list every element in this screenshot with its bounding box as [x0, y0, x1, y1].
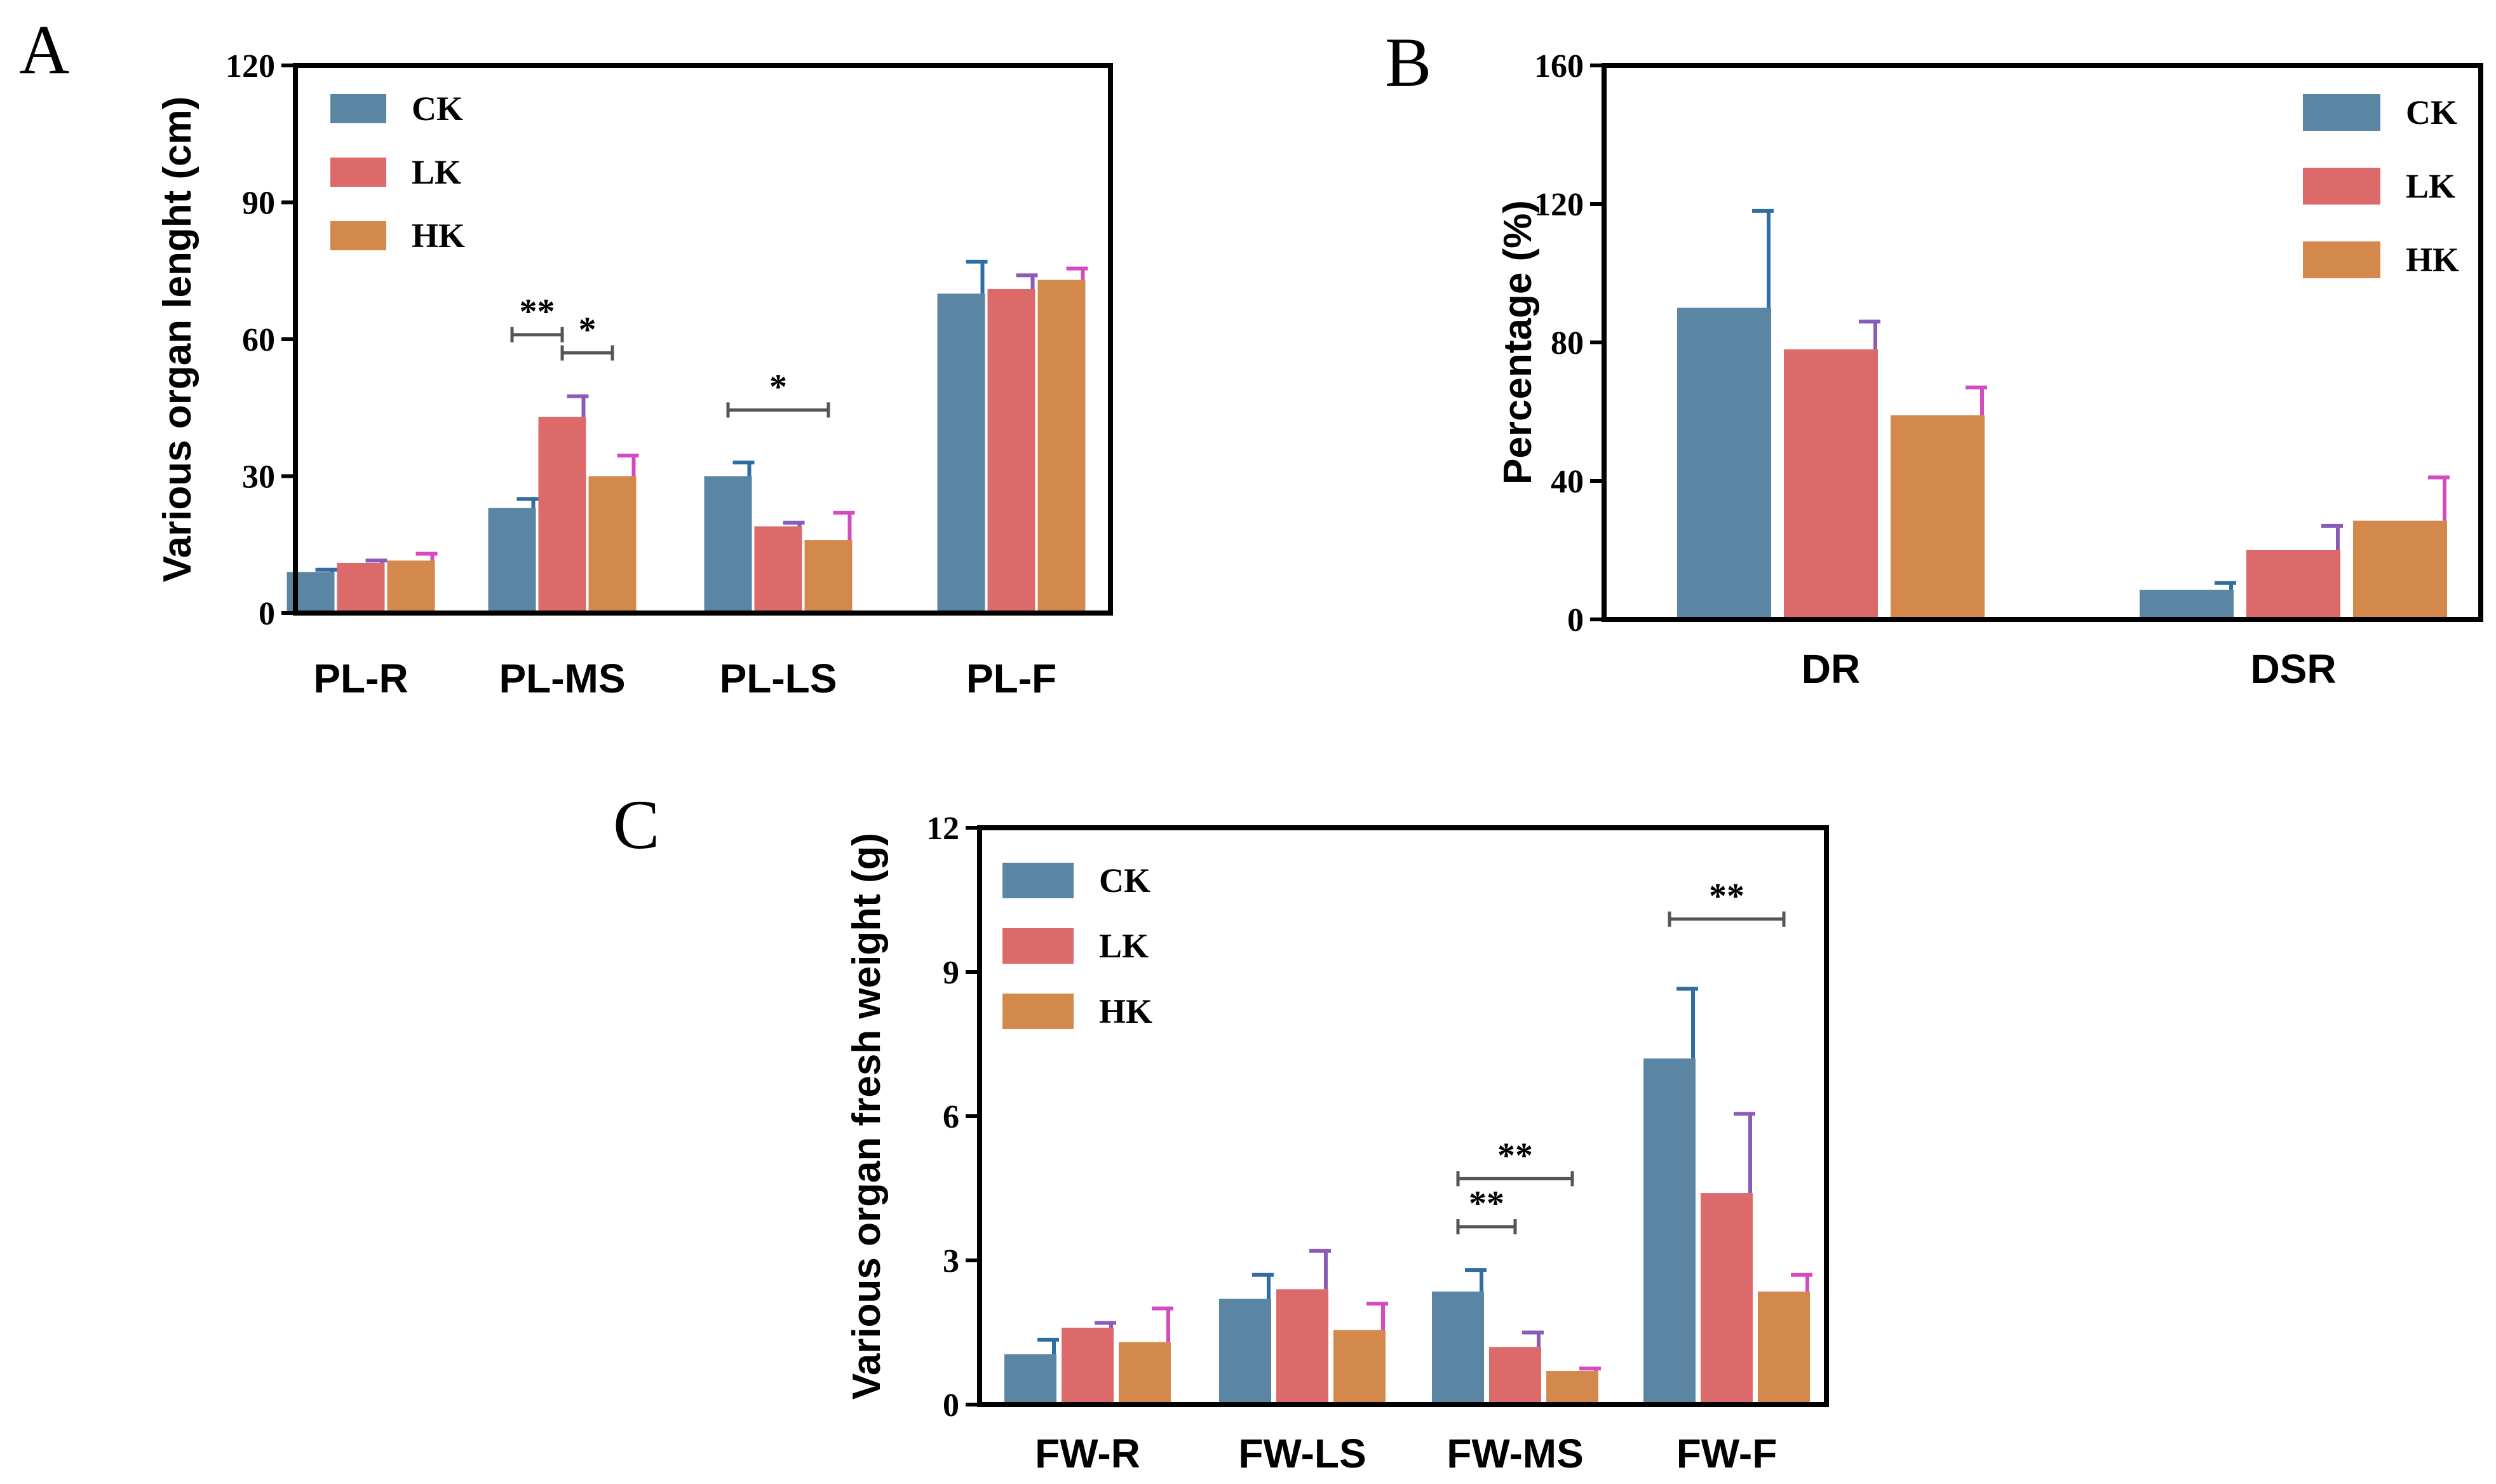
bar-lk-pl-r: [337, 562, 385, 613]
y-tick-label: 3: [943, 1243, 959, 1279]
x-category-label: FW-LS: [1238, 1431, 1366, 1476]
bar-lk-pl-ls: [754, 526, 802, 613]
bar-lk-dsr: [2246, 550, 2340, 619]
legend-label-lk: LK: [1099, 927, 1149, 965]
y-tick-label: 80: [1551, 325, 1584, 361]
y-tick-label: 6: [943, 1099, 959, 1135]
bar-hk-dr: [1891, 415, 1985, 619]
legend-label-hk: HK: [1099, 992, 1152, 1030]
significance-label: *: [579, 311, 597, 350]
bar-hk-pl-ms: [588, 476, 637, 613]
bar-hk-fw-ms: [1546, 1371, 1598, 1405]
bar-lk-fw-ms: [1489, 1347, 1541, 1405]
significance-label: **: [1469, 1184, 1504, 1224]
bar-lk-pl-f: [987, 288, 1036, 613]
y-tick-label: 9: [943, 955, 959, 991]
bar-hk-fw-ls: [1333, 1330, 1386, 1405]
x-category-label: FW-F: [1676, 1431, 1778, 1476]
x-category-label: FW-MS: [1447, 1431, 1584, 1476]
bar-lk-dr: [1784, 349, 1878, 619]
panel-letter-c: C: [613, 786, 659, 863]
x-category-label: PL-R: [313, 656, 408, 701]
bar-ck-fw-r: [1004, 1354, 1056, 1405]
legend-label-lk: LK: [2406, 167, 2455, 205]
significance-label: *: [769, 367, 787, 407]
x-category-label: PL-MS: [499, 656, 625, 701]
bar-lk-fw-r: [1062, 1327, 1114, 1405]
y-tick-label: 40: [1551, 464, 1584, 500]
x-category-label: DSR: [2250, 646, 2336, 692]
legend-swatch-lk: [2303, 168, 2380, 205]
bar-hk-pl-ls: [804, 540, 853, 613]
legend-label-ck: CK: [2406, 93, 2457, 132]
significance-label: **: [520, 292, 555, 332]
plot-frame: [977, 825, 1829, 1407]
legend-swatch-ck: [330, 94, 386, 123]
bar-ck-pl-ms: [488, 508, 536, 613]
bar-ck-pl-f: [937, 293, 985, 613]
legend-swatch-hk: [2303, 241, 2380, 278]
bar-lk-pl-ms: [538, 417, 586, 613]
bar-ck-fw-ls: [1219, 1298, 1271, 1405]
x-category-label: DR: [1802, 646, 1860, 692]
chart-panel-a: 0 30 60 90 120 PL-R PL-MS PL-LS PL-F Various orga…: [156, 48, 1113, 701]
bar-hk-pl-r: [387, 560, 435, 613]
y-tick-label: 12: [926, 811, 959, 847]
bar-hk-dsr: [2353, 520, 2447, 619]
legend-swatch-ck: [2303, 94, 2380, 131]
y-tick-label: 120: [1534, 187, 1584, 223]
y-axis-title: Various organ fresh weight (g): [845, 833, 889, 1400]
y-tick-label: 160: [1534, 48, 1584, 84]
bar-hk-fw-r: [1119, 1342, 1171, 1405]
legend-label-lk: LK: [412, 153, 461, 191]
y-tick-label: 30: [242, 459, 275, 496]
y-tick-label: 60: [242, 322, 275, 358]
bar-hk-pl-f: [1037, 280, 1086, 613]
legend-label-ck: CK: [412, 90, 463, 128]
panel-letter-b: B: [1385, 24, 1431, 101]
x-category-label: FW-R: [1035, 1431, 1140, 1476]
x-category-label: PL-F: [966, 656, 1056, 701]
bar-ck-dr: [1677, 307, 1771, 619]
y-tick-label: 120: [226, 48, 275, 84]
bar-lk-fw-ls: [1276, 1289, 1328, 1405]
y-tick-label: 0: [1567, 602, 1584, 638]
panel-letter-a: A: [19, 11, 69, 88]
y-tick-label: 0: [259, 596, 275, 632]
chart-panel-c: 0 3 6 9 12 FW-R FW-LS FW-MS FW-F Various organ fr…: [845, 811, 1829, 1476]
significance-label: **: [1497, 1136, 1533, 1175]
bar-ck-fw-f: [1643, 1058, 1696, 1405]
bar-lk-fw-f: [1701, 1193, 1753, 1405]
bar-hk-fw-f: [1758, 1292, 1810, 1405]
bar-ck-dsr: [2140, 590, 2234, 619]
legend-swatch-hk: [1002, 994, 1074, 1029]
legend-swatch-hk: [330, 221, 386, 250]
legend-label-ck: CK: [1099, 861, 1150, 900]
legend-label-hk: HK: [412, 217, 465, 255]
legend-label-hk: HK: [2406, 241, 2459, 279]
legend-swatch-lk: [1002, 928, 1074, 964]
y-axis-title: Percentage (%): [1496, 200, 1540, 485]
chart-panel-b: 0 40 80 120 160 DR DSR Percentage (%) CK LK HK: [1496, 48, 2483, 692]
y-tick-label: 0: [943, 1387, 959, 1424]
bar-ck-fw-ms: [1432, 1292, 1484, 1405]
y-tick-label: 90: [242, 186, 275, 222]
legend-swatch-ck: [1002, 863, 1074, 898]
x-category-label: PL-LS: [720, 656, 837, 701]
y-axis-title: Various organ lenght (cm): [156, 97, 199, 583]
bar-ck-pl-ls: [704, 476, 752, 613]
significance-label: **: [1709, 877, 1744, 916]
legend-swatch-lk: [330, 158, 386, 187]
